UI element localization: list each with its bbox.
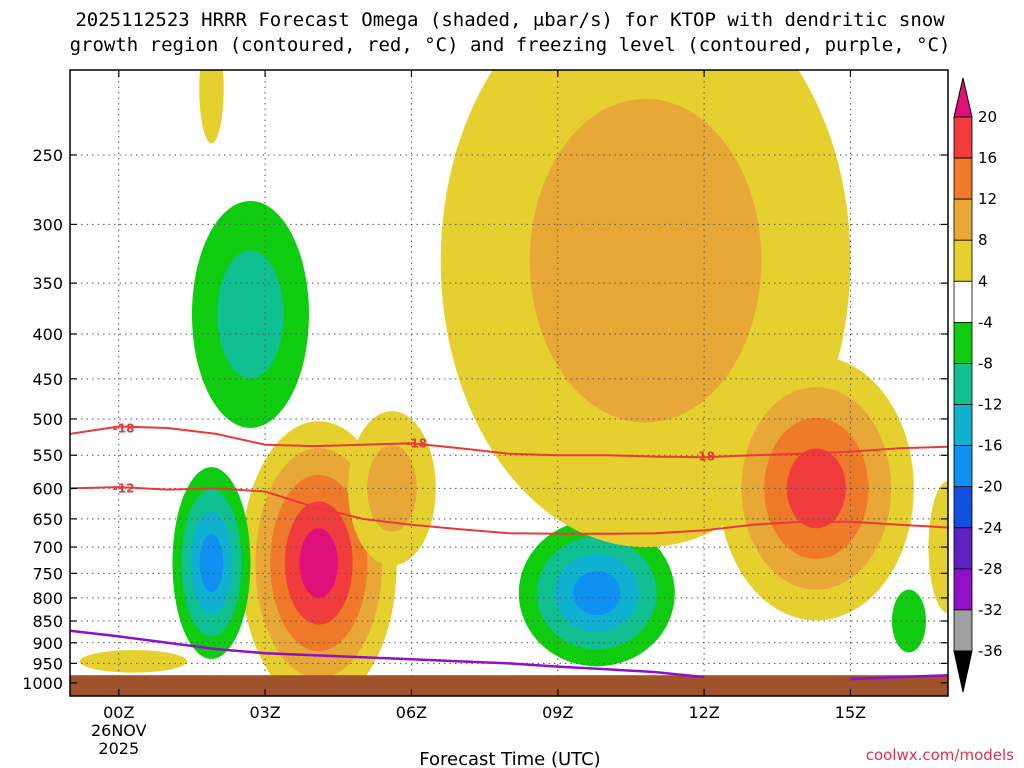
freezing-level-segment-1 <box>850 673 948 681</box>
colorbar-swatch-2 <box>953 198 973 241</box>
colorbar-top-arrow <box>953 77 973 118</box>
colorbar-label-0: 20 <box>978 108 997 126</box>
omega-blob-rising-upper-1000-level-1 <box>529 98 762 423</box>
colorbar-label-4: 4 <box>978 272 988 290</box>
y-tick-label-950: 950 <box>32 654 63 673</box>
y-tick-label-700: 700 <box>32 538 63 557</box>
omega-blob-sinking-0230-upper-level-1 <box>217 250 284 379</box>
y-tick-label-350: 350 <box>32 274 63 293</box>
y-tick-label-850: 850 <box>32 612 63 631</box>
dgz-label--18-0: -18 <box>113 422 135 436</box>
colorbar-label-13: -36 <box>978 642 1003 660</box>
y-tick-label-600: 600 <box>32 479 63 498</box>
temperature-contours: -18 -18 -18 -12 <box>70 422 948 681</box>
chart-title-line2: growth region (contoured, red, °C) and f… <box>70 34 951 56</box>
plot-frame <box>69 69 949 697</box>
x-tick-label-15Z: 15Z <box>835 703 866 722</box>
x-tick-date-year: 2025 <box>98 739 139 758</box>
omega-blob-rising-core-0300-level-4 <box>299 528 338 598</box>
chart-title-line1: 2025112523 HRRR Forecast Omega (shaded, … <box>75 9 945 31</box>
dgz-label--12-0: -12 <box>113 481 135 495</box>
x-tick-label-03Z: 03Z <box>249 703 280 722</box>
y-tick-label-450: 450 <box>32 370 63 389</box>
dgz-label--18-1: -18 <box>405 436 427 450</box>
colorbar-label-10: -24 <box>978 519 1003 537</box>
colorbar-label-11: -28 <box>978 560 1003 578</box>
omega-blob-sinking-0200-level-3 <box>199 534 224 593</box>
x-tick-label-09Z: 09Z <box>542 703 573 722</box>
y-tick-label-250: 250 <box>32 146 63 165</box>
colorbar-label-1: 16 <box>978 149 997 167</box>
y-axis-ticks: 250 300 350 400 450 500 550 600 650 700 750 800 850 9… <box>22 146 948 693</box>
colorbar-label-5: -4 <box>978 313 993 331</box>
colorbar-label-12: -32 <box>978 601 1003 619</box>
credit-text: coolwx.com/models <box>866 746 1014 764</box>
colorbar-swatch-1 <box>953 157 973 200</box>
colorbar-bottom-arrow <box>953 650 973 693</box>
freezing-level-segment-0 <box>70 629 705 679</box>
y-tick-label-650: 650 <box>32 510 63 529</box>
colorbar-swatch-10 <box>953 527 973 570</box>
y-tick-label-800: 800 <box>32 589 63 608</box>
omega-blob-sinking-1600-level-0 <box>891 589 927 653</box>
dgz-contour--18 <box>70 425 948 459</box>
ground-layer <box>70 675 948 696</box>
colorbar-swatch-3 <box>953 239 973 282</box>
colorbar-swatch-12 <box>953 609 973 652</box>
x-tick-date-day: 26NOV <box>91 721 147 740</box>
colorbar-swatch-7 <box>953 404 973 447</box>
ground-fill <box>70 675 948 696</box>
x-tick-label-06Z: 06Z <box>396 703 427 722</box>
colorbar-swatch-6 <box>953 363 973 405</box>
colorbar-label-6: -8 <box>978 354 993 372</box>
omega-blob-rising-0500-upper-level-1 <box>367 444 417 533</box>
omega-blob-rising-0200-top-level-0 <box>199 70 224 144</box>
colorbar-label-9: -20 <box>978 478 1003 496</box>
colorbar-swatch-11 <box>953 568 973 611</box>
colorbar-label-3: 8 <box>978 231 988 249</box>
x-axis-title: Forecast Time (UTC) <box>419 749 600 768</box>
colorbar-swatch-8 <box>953 445 973 488</box>
y-tick-label-750: 750 <box>32 564 63 583</box>
y-tick-label-400: 400 <box>32 325 63 344</box>
dgz-label--18-2: -18 <box>693 450 715 464</box>
y-tick-label-500: 500 <box>32 410 63 429</box>
omega-blob-rising-1400-level-3 <box>786 448 846 529</box>
colorbar-label-8: -16 <box>978 437 1003 455</box>
colorbar: 20 16 12 8 4 -4 -8 -12 -16 -20 -24 -28 -32 -36 <box>953 77 1003 693</box>
colorbar-swatch-5 <box>953 321 973 364</box>
colorbar-swatch-9 <box>953 486 973 529</box>
x-tick-label-00Z: 00Z <box>103 703 134 722</box>
colorbar-swatch-4 <box>953 280 973 323</box>
y-tick-label-300: 300 <box>32 215 63 234</box>
omega-blob-rising-1700-level-0 <box>928 481 948 613</box>
colorbar-label-7: -12 <box>978 396 1003 414</box>
y-tick-label-1000: 1000 <box>22 674 63 693</box>
y-tick-label-900: 900 <box>32 634 63 653</box>
colorbar-swatch-0 <box>953 116 973 159</box>
dgz-contour--12 <box>70 486 948 535</box>
grid-lines <box>70 70 948 696</box>
omega-blob-rising-0000-low-level-0 <box>79 650 188 673</box>
x-tick-label-12Z: 12Z <box>688 703 719 722</box>
omega-blob-sinking-1000-level-3 <box>573 571 621 616</box>
y-tick-label-550: 550 <box>32 446 63 465</box>
colorbar-label-2: 12 <box>978 190 997 208</box>
